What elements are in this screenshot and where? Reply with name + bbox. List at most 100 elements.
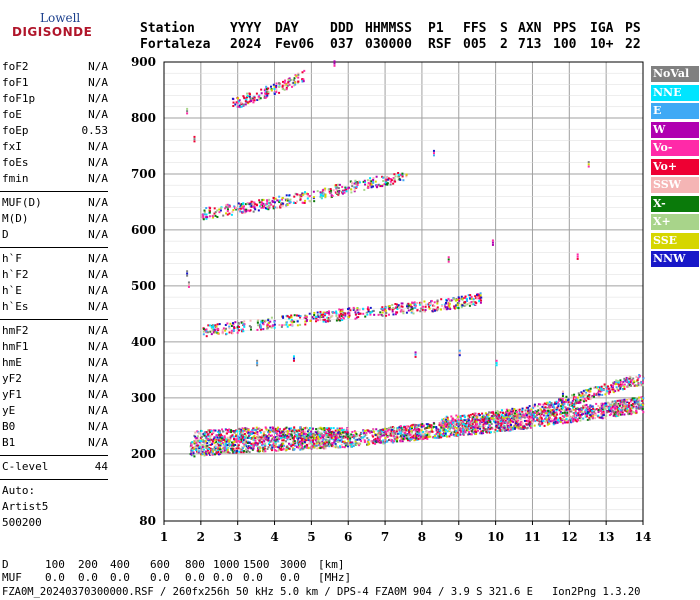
echo-point [246, 209, 249, 212]
echo-point [609, 391, 612, 394]
echo-point [445, 301, 448, 304]
echo-point [311, 427, 314, 430]
echo-point [506, 422, 509, 425]
echo-point [299, 198, 302, 201]
echo-point [463, 426, 466, 429]
echo-point [527, 417, 530, 420]
echo-point [235, 447, 238, 450]
echo-point [314, 439, 317, 442]
auto-label: Auto: [2, 484, 36, 497]
echo-point [209, 330, 212, 333]
echo-point [385, 433, 388, 436]
echo-point [478, 425, 481, 428]
echo-point [229, 446, 232, 449]
echo-point [205, 453, 208, 456]
echo-point [531, 414, 534, 417]
echo-point [259, 449, 262, 452]
echo-point [545, 414, 548, 417]
echo-point [215, 452, 218, 455]
echo-point [531, 420, 534, 423]
echo-point [409, 433, 412, 436]
echo-point [526, 426, 529, 429]
param-name: h`Es [2, 300, 29, 313]
echo-point [344, 435, 347, 438]
legend-label: Vo+ [653, 159, 678, 173]
echo-point [609, 387, 612, 390]
echo-point [234, 450, 237, 453]
echo-point [219, 436, 222, 439]
echo-point [328, 439, 331, 442]
echo-point [513, 426, 516, 429]
echo-point [566, 408, 569, 411]
echo-point [324, 443, 327, 446]
echo-point [471, 418, 474, 421]
legend-item: W [651, 121, 699, 138]
echo-point [370, 183, 373, 186]
echo-point [204, 431, 207, 434]
echo-point [486, 415, 489, 418]
echo-point [263, 435, 266, 438]
echo-point [407, 434, 410, 437]
echo-point [508, 416, 511, 419]
echo-point [319, 312, 322, 315]
echo-point [246, 92, 249, 95]
x-tick-label: 14 [635, 530, 652, 544]
echo-point [579, 413, 582, 416]
echo-point [492, 414, 495, 417]
echo-point [375, 186, 378, 189]
echo-point [252, 442, 255, 445]
echo-point [250, 442, 253, 445]
echo-point [276, 199, 279, 202]
echo-point [590, 405, 593, 408]
echo-point [202, 433, 205, 436]
echo-point [584, 415, 587, 418]
echo-point [227, 446, 230, 449]
echo-point [344, 312, 347, 315]
echo-point [192, 453, 195, 456]
echo-point [293, 427, 296, 430]
echo-point [314, 431, 317, 434]
echo-point [452, 418, 455, 421]
echo-point [586, 414, 589, 417]
echo-point [410, 427, 413, 430]
echo-point [256, 437, 259, 440]
legend-label: X+ [653, 215, 671, 228]
echo-point [222, 214, 225, 217]
echo-point [454, 426, 457, 429]
echo-point [597, 393, 600, 396]
echo-point [563, 405, 566, 408]
echo-point [415, 432, 418, 435]
echo-point [414, 433, 417, 436]
echo-point [239, 433, 242, 436]
echo-point [604, 393, 607, 396]
echo-point [486, 422, 489, 425]
echo-point [628, 381, 631, 384]
echo-point [503, 429, 506, 432]
echo-point [286, 445, 289, 448]
echo-point [517, 413, 520, 416]
echo-point [303, 201, 306, 204]
echo-point [254, 203, 257, 206]
echo-point [238, 106, 241, 109]
echo-point [512, 418, 515, 421]
echo-point [458, 299, 461, 302]
echo-point [370, 186, 373, 189]
echo-point [399, 435, 402, 438]
echo-point [561, 415, 564, 418]
echo-point [294, 435, 297, 438]
echo-point [259, 431, 262, 434]
echo-point [478, 422, 481, 425]
echo-point [382, 442, 385, 445]
echo-point [355, 316, 358, 319]
echo-point [527, 406, 530, 409]
param-name: D [2, 228, 9, 241]
echo-point [372, 440, 375, 443]
echo-point [582, 404, 585, 407]
echo-point [345, 190, 348, 193]
echo-point [469, 297, 472, 300]
echo-point [312, 432, 315, 435]
echo-point [515, 420, 518, 423]
echo-point [308, 442, 311, 445]
echo-point [261, 442, 264, 445]
echo-point [538, 417, 541, 420]
